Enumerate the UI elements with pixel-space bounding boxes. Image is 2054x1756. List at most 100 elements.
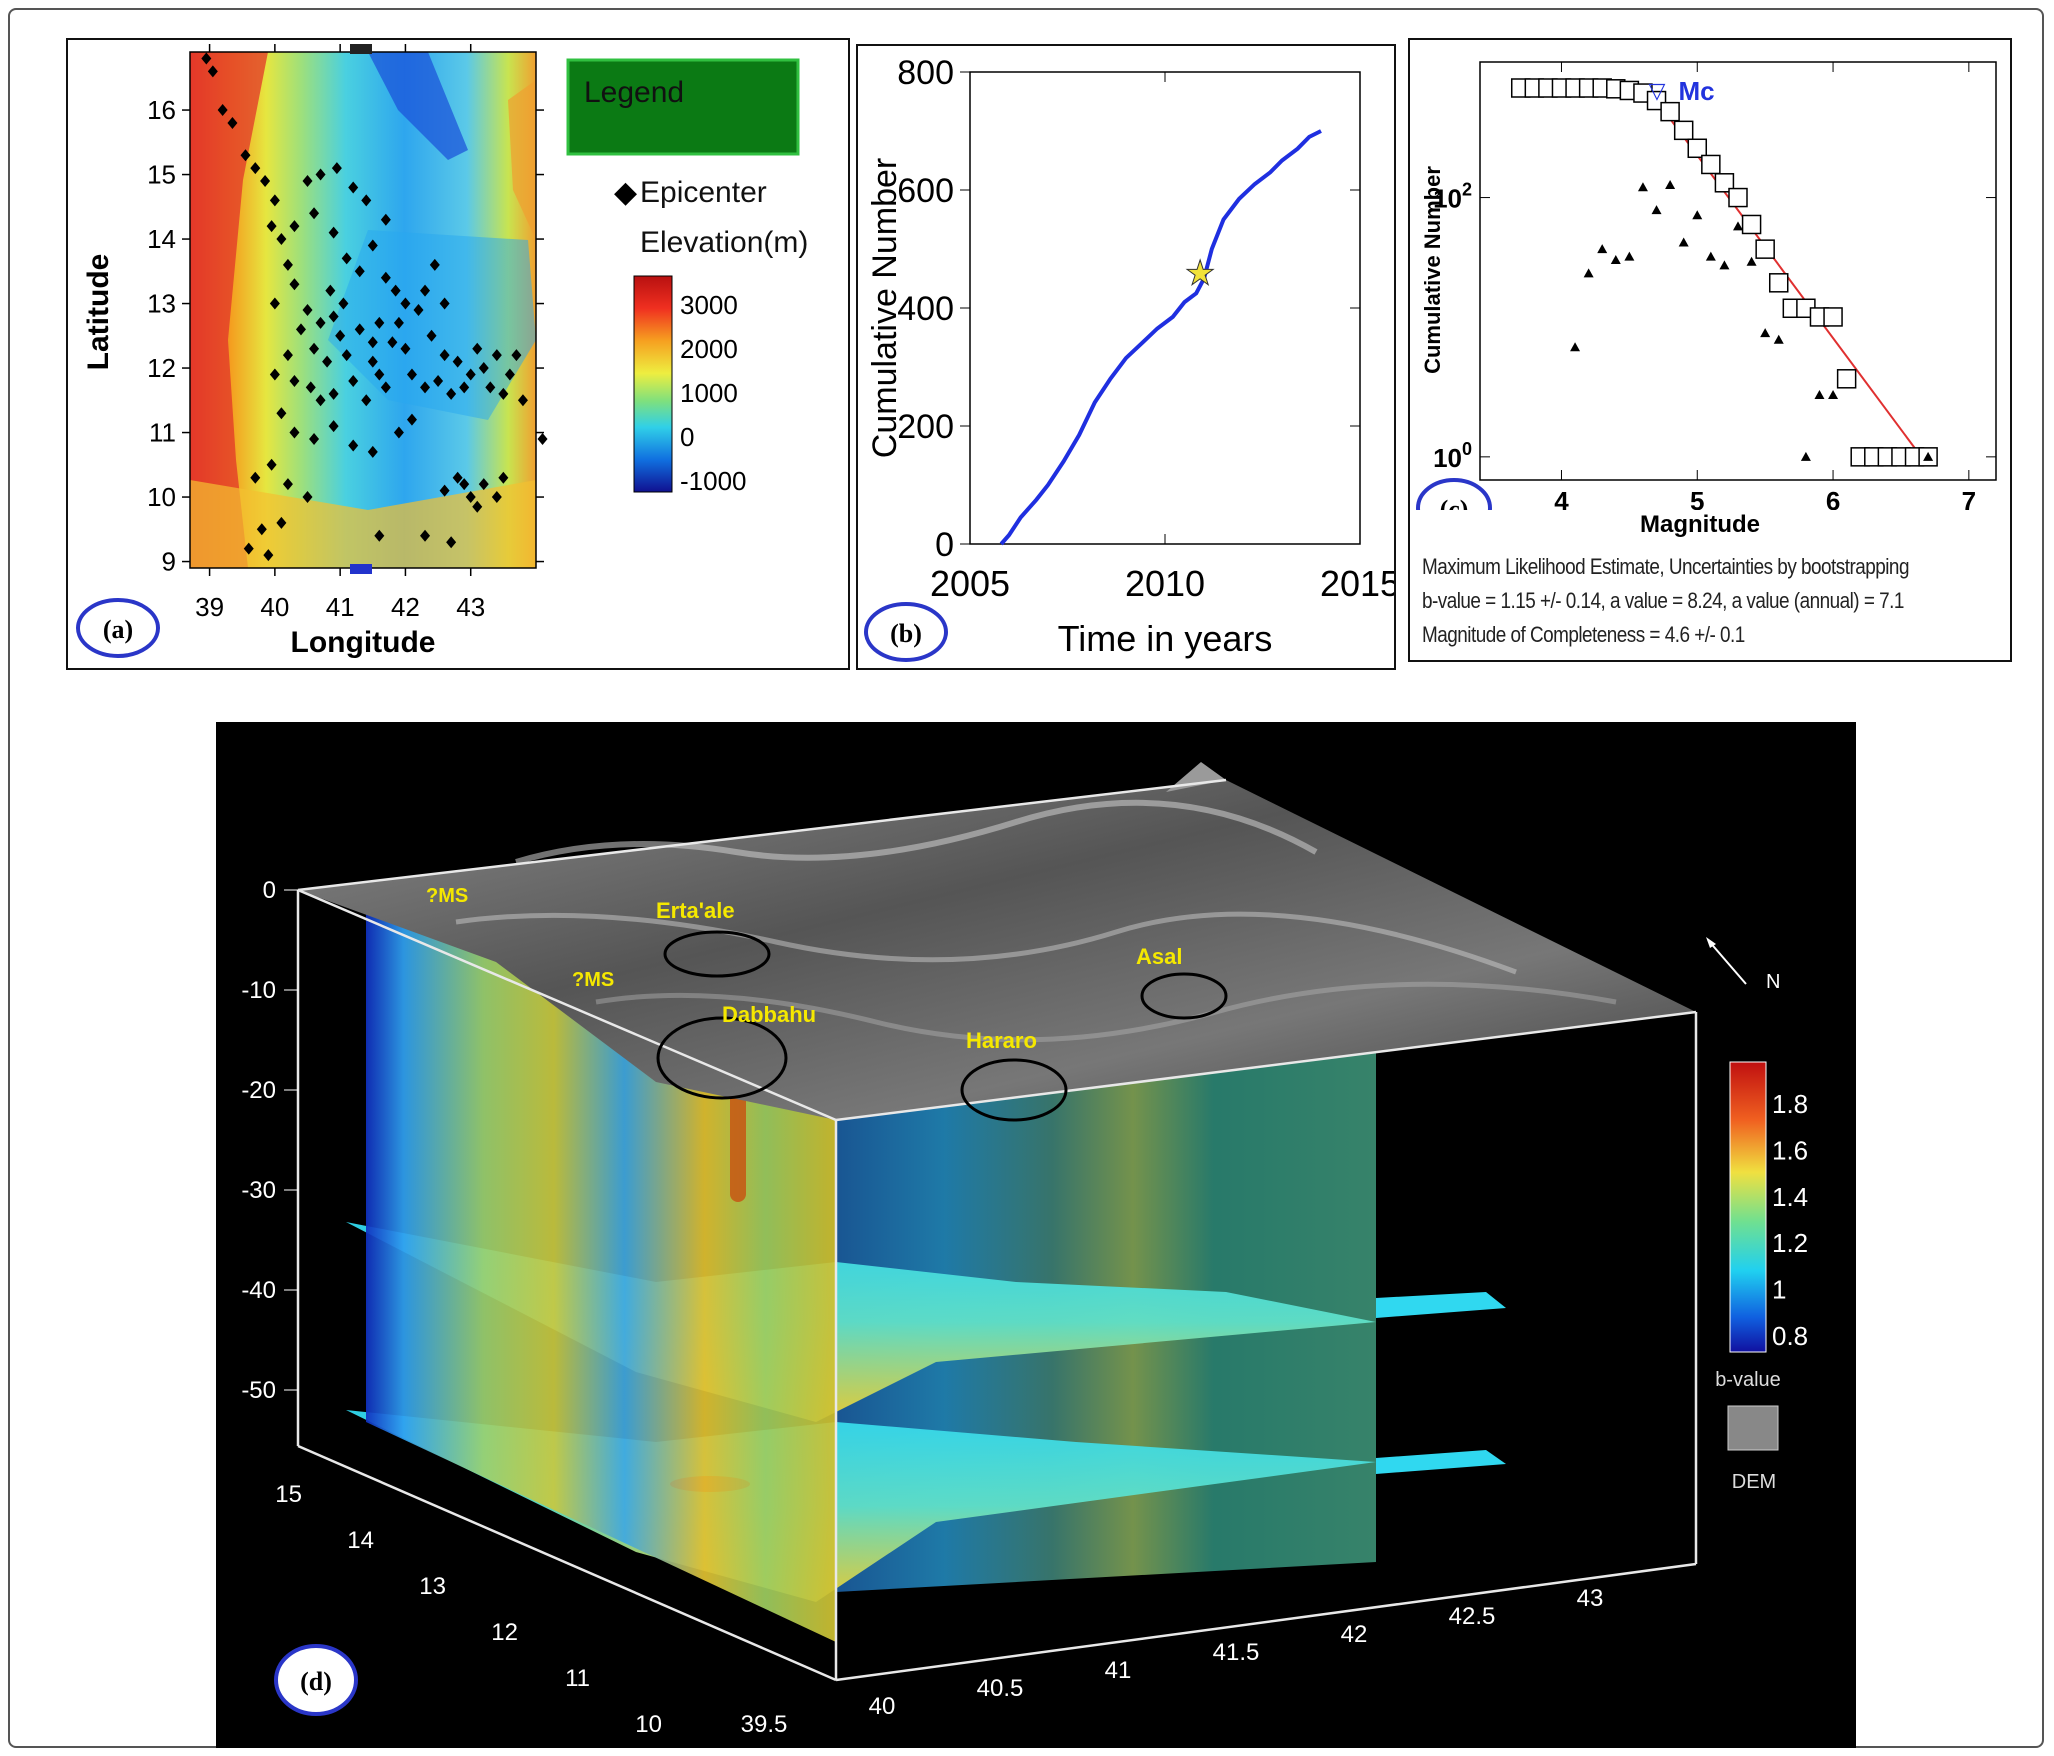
- incremental-triangle: [1828, 389, 1839, 399]
- epicenter-point: [260, 175, 271, 187]
- b-ytick-label: 600: [897, 172, 954, 210]
- epicenter-point: [400, 342, 411, 355]
- depth-tick-label: 0: [263, 877, 276, 904]
- event-star-marker: ★: [1185, 255, 1215, 293]
- cumulative-square: [1714, 173, 1735, 193]
- panel-b-svg: 2005 2010 2015 0 200 400 600 800 ★ Time in yea…: [864, 54, 1400, 662]
- epicenter-point: [315, 168, 326, 181]
- epicenter-point: [374, 368, 385, 381]
- epicenter-point: [354, 265, 365, 278]
- b-ytick-label: 200: [897, 408, 954, 446]
- epicenter-point: [361, 394, 372, 407]
- epicenter-point: [511, 349, 522, 362]
- epicenter-point: [315, 316, 326, 329]
- epicenter-point: [328, 226, 339, 239]
- epicenter-point: [331, 162, 342, 175]
- epicenter-point: [380, 271, 391, 284]
- cumulative-squares: [1510, 78, 1938, 467]
- colorbar-tick-label: 0: [680, 422, 694, 452]
- bvalue-tick-label: 1.8: [1772, 1089, 1808, 1119]
- d-label-circle: [274, 1644, 358, 1716]
- incremental-triangles: [1570, 179, 1934, 461]
- epicenter-point: [276, 516, 287, 529]
- a-ytick-label: 13: [147, 289, 176, 319]
- cumulative-curve: [999, 129, 1322, 546]
- colorbar-tick-label: 2000: [680, 334, 738, 364]
- legend-epicenter-label: Epicenter: [640, 176, 767, 209]
- epicenter-point: [498, 387, 509, 400]
- b-ytick-label: 400: [897, 290, 954, 328]
- depth-tick-label: -40: [241, 1277, 276, 1304]
- incremental-triangle: [1692, 210, 1703, 220]
- epicenter-point: [269, 368, 280, 381]
- epicenter-point: [276, 233, 287, 246]
- a-xlabel: Longitude: [291, 626, 436, 659]
- epicenter-point: [348, 374, 359, 387]
- a-xtick-label: 40: [260, 592, 289, 622]
- epicenter-point: [439, 297, 450, 310]
- b-ytick-label: 800: [897, 54, 954, 92]
- incremental-triangle: [1719, 260, 1730, 270]
- epicenter-point: [217, 104, 228, 117]
- epicenter-point: [341, 349, 352, 362]
- longitude-tick-label: 40: [869, 1693, 896, 1720]
- epicenter-point: [309, 207, 320, 220]
- incremental-triangle: [1923, 451, 1934, 461]
- incremental-triangle: [1705, 251, 1716, 261]
- panel-a: 39 40 41 42 43 9 10 11 12 13 14 15 16 Longitude Lat…: [66, 38, 850, 670]
- colorbar-tick-label: 1000: [680, 378, 738, 408]
- epicenter-point: [328, 420, 339, 433]
- c-xlabel-visible: Magnitude: [1640, 511, 1760, 538]
- c-xtick-label: 7: [1962, 486, 1976, 510]
- incremental-triangle: [1583, 268, 1594, 278]
- epicenter-point: [250, 471, 261, 484]
- epicenter-point: [406, 368, 417, 381]
- epicenter-point: [328, 310, 339, 323]
- mc-label: Mc: [1679, 76, 1715, 106]
- a-xtick-label: 41: [326, 592, 355, 622]
- c-annotation-1: Maximum Likelihood Estimate, Uncertainti…: [1422, 554, 1909, 579]
- b-xtick-label: 2005: [930, 563, 1010, 604]
- epicenter-point: [289, 278, 300, 291]
- latitude-tick-label: 12: [491, 1619, 518, 1646]
- epicenter-point: [380, 213, 391, 226]
- epicenter-point: [504, 368, 515, 381]
- epicenter-point: [485, 381, 496, 394]
- bvalue-tick-label: 1.4: [1772, 1182, 1808, 1212]
- b-panel-label: (b): [890, 619, 922, 648]
- dem-swatch: [1727, 1405, 1779, 1451]
- a-ytick-label: 10: [147, 482, 176, 512]
- colorbar-title: Elevation(m): [640, 226, 808, 259]
- a-xtick-label: 43: [456, 592, 485, 622]
- epicenter-point: [413, 304, 424, 316]
- colorbar-tick-label: -1000: [680, 466, 747, 496]
- panel-a-svg: 39 40 41 42 43 9 10 11 12 13 14 15 16 Longitude Lat…: [76, 44, 808, 659]
- epicenter-point: [328, 387, 339, 400]
- a-panel-label: (a): [103, 615, 133, 644]
- epicenter-point: [393, 426, 404, 439]
- c-x-ticks: 4 5 6 7: [1554, 62, 1976, 510]
- epicenter-point: [491, 349, 502, 362]
- cumulative-square: [1687, 138, 1708, 159]
- epicenter-point: [240, 149, 251, 162]
- epicenter-point: [354, 323, 365, 336]
- a-ytick-label: 12: [147, 353, 176, 383]
- cumulative-square: [1673, 120, 1694, 141]
- epicenter-points: [201, 52, 548, 562]
- epicenter-point: [439, 349, 450, 362]
- longitude-tick-label: 42: [1341, 1621, 1368, 1648]
- latitude-tick-label: 13: [419, 1573, 446, 1600]
- dem-label: DEM: [1732, 1471, 1776, 1493]
- incremental-triangle: [1637, 182, 1648, 192]
- epicenter-point: [266, 458, 277, 471]
- a-ytick-label: 11: [149, 418, 176, 448]
- epicenter-point: [282, 349, 293, 362]
- epicenter-point: [459, 381, 470, 394]
- c-xtick-label: 6: [1826, 486, 1840, 510]
- incremental-triangle: [1665, 179, 1676, 189]
- epicenter-point: [256, 523, 267, 536]
- c-xtick-label: 5: [1690, 486, 1704, 510]
- legend-box: [566, 58, 800, 156]
- bounding-box: [296, 778, 1698, 1682]
- epicenter-point: [387, 336, 398, 349]
